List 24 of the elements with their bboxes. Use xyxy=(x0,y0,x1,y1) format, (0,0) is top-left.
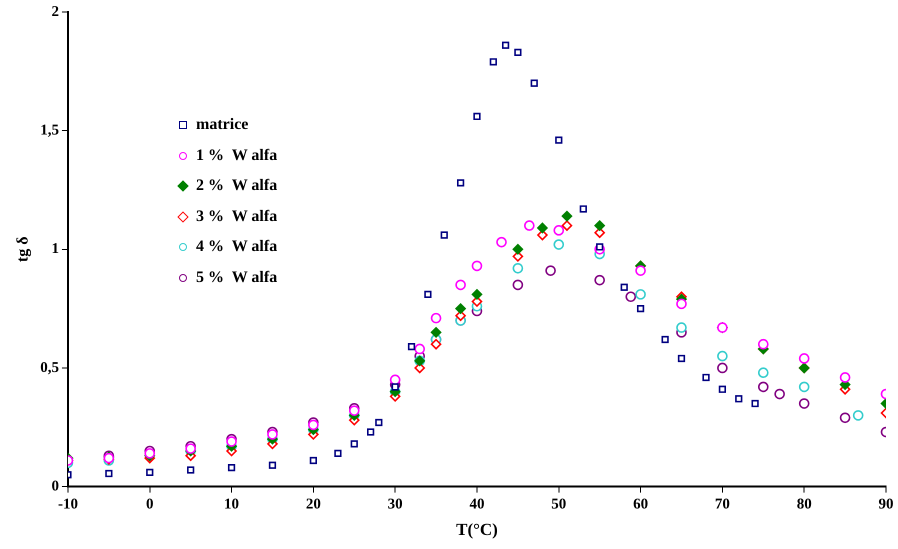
y-tick-label: 0 xyxy=(51,478,59,494)
x-tick-label: 40 xyxy=(469,496,484,512)
x-tick-label: 10 xyxy=(224,496,240,512)
legend-label: 1 % W alfa xyxy=(196,146,278,165)
y-tick-label: 2 xyxy=(51,4,59,20)
x-tick-label: 90 xyxy=(878,496,894,512)
y-tick-label: 1 xyxy=(51,241,59,258)
legend-label: 5 % W alfa xyxy=(196,268,278,287)
x-tick-label: 0 xyxy=(146,496,154,512)
x-axis-title: T(°C) xyxy=(456,520,498,540)
legend-label: 4 % W alfa xyxy=(196,238,278,256)
y-tick-label: 0,5 xyxy=(40,360,59,376)
legend-label: 2 % W alfa xyxy=(196,177,278,196)
x-tick-label: 60 xyxy=(633,496,648,512)
x-tick-label: 20 xyxy=(306,496,321,512)
y-tick-label: 1,5 xyxy=(40,122,59,139)
x-tick-label: -10 xyxy=(58,496,78,512)
x-tick-label: 80 xyxy=(796,496,812,512)
y-axis-title: tg δ xyxy=(14,236,32,262)
x-tick-label: 70 xyxy=(714,496,730,512)
x-tick-label: 50 xyxy=(551,496,566,512)
legend-label: matrice xyxy=(196,116,248,134)
x-tick-label: 30 xyxy=(388,496,403,512)
legend-label: 3 % W alfa xyxy=(196,208,278,226)
